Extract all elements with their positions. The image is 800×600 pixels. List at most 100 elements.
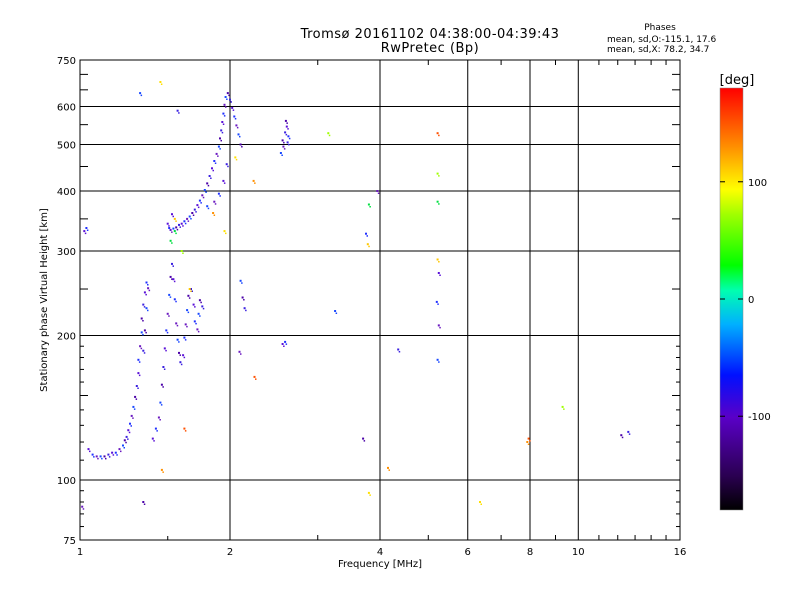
- x-mode-point: [255, 378, 257, 380]
- o-mode-point: [84, 232, 87, 235]
- o-mode-point: [194, 306, 196, 308]
- o-mode-point: [179, 226, 181, 228]
- o-mode-point: [231, 106, 234, 109]
- o-mode-point: [169, 228, 172, 231]
- o-mode-point: [197, 312, 200, 315]
- o-mode-point: [213, 160, 216, 162]
- o-mode-point: [397, 348, 400, 351]
- x-tick-label: 8: [527, 547, 533, 558]
- o-mode-point: [437, 272, 440, 274]
- o-mode-point: [217, 155, 219, 157]
- o-mode-point: [211, 167, 213, 170]
- o-mode-point: [195, 211, 197, 213]
- o-mode-point: [186, 309, 189, 312]
- o-mode-point: [82, 508, 85, 510]
- o-mode-point: [286, 141, 289, 144]
- o-mode-point: [206, 205, 209, 208]
- x-mode-point: [212, 212, 215, 214]
- colorbar-tick-label: 0: [748, 295, 754, 306]
- o-mode-point: [201, 305, 204, 308]
- o-mode-point: [226, 98, 228, 100]
- o-mode-point: [236, 126, 239, 129]
- o-mode-point: [112, 454, 115, 456]
- o-mode-point: [193, 320, 196, 323]
- o-mode-point: [101, 457, 103, 460]
- o-mode-point: [365, 232, 367, 235]
- phase-heading: Phases: [644, 23, 676, 33]
- o-mode-point: [140, 347, 143, 350]
- o-mode-point: [142, 349, 145, 352]
- o-mode-point: [168, 227, 171, 229]
- o-mode-point: [282, 145, 285, 148]
- x-mode-point: [367, 491, 370, 494]
- o-mode-point: [133, 408, 136, 410]
- o-mode-point: [118, 448, 121, 451]
- x-mode-point: [563, 408, 565, 410]
- o-mode-point: [222, 123, 225, 125]
- o-mode-point: [196, 204, 199, 207]
- x-mode-point: [223, 230, 226, 233]
- o-mode-point: [169, 275, 172, 278]
- o-mode-point: [241, 282, 243, 284]
- o-mode-point: [135, 398, 138, 400]
- o-mode-point: [147, 284, 149, 286]
- o-mode-point: [201, 194, 204, 197]
- x-mode-point: [527, 437, 530, 440]
- o-mode-point: [180, 363, 183, 366]
- o-mode-point: [176, 338, 179, 341]
- o-mode-point: [200, 202, 202, 204]
- o-mode-point: [196, 328, 199, 331]
- o-mode-point: [128, 431, 131, 434]
- o-mode-point: [107, 453, 110, 456]
- x-mode-point: [366, 243, 369, 246]
- x-mode-point: [159, 81, 162, 83]
- o-mode-point: [223, 115, 226, 117]
- o-mode-point: [176, 324, 179, 327]
- o-mode-point: [169, 296, 172, 298]
- x-mode-point: [175, 220, 177, 222]
- y-tick-label: 750: [57, 56, 76, 67]
- o-mode-point: [163, 368, 166, 370]
- o-mode-point: [168, 225, 170, 227]
- o-mode-point: [199, 315, 201, 317]
- o-mode-point: [200, 301, 202, 304]
- o-mode-point: [116, 454, 118, 456]
- o-mode-point: [192, 214, 195, 216]
- o-mode-point: [221, 131, 224, 134]
- plot-frame: [79, 59, 681, 541]
- x-mode-point: [252, 179, 255, 182]
- o-mode-point: [287, 135, 290, 138]
- o-mode-point: [206, 182, 209, 185]
- o-mode-point: [335, 312, 338, 314]
- o-mode-point: [186, 325, 188, 328]
- o-mode-point: [233, 115, 236, 118]
- o-mode-point: [234, 118, 237, 120]
- o-mode-point: [165, 329, 168, 332]
- o-mode-point: [123, 447, 125, 449]
- o-mode-point: [198, 299, 201, 302]
- o-mode-point: [130, 414, 133, 417]
- o-mode-point: [284, 340, 287, 343]
- o-mode-point: [202, 307, 205, 310]
- o-mode-point: [125, 441, 127, 444]
- o-mode-point: [235, 124, 238, 127]
- o-mode-point: [288, 137, 291, 140]
- colorbar-ticks: 100 0 -100: [720, 178, 771, 423]
- o-mode-point: [187, 220, 190, 222]
- x-mode-point: [436, 132, 439, 135]
- o-mode-point: [241, 296, 244, 299]
- x-mode-point: [169, 239, 172, 242]
- o-mode-point: [154, 427, 157, 430]
- o-mode-point: [114, 451, 117, 454]
- o-mode-point: [288, 143, 290, 146]
- o-mode-point: [85, 227, 88, 229]
- o-mode-point: [224, 96, 227, 98]
- chart-title: Tromsø 20161102 04:38:00-04:39:43: [300, 27, 560, 42]
- x-mode-point: [184, 430, 187, 432]
- o-mode-point: [159, 419, 161, 421]
- o-mode-point: [166, 331, 169, 334]
- o-mode-point: [182, 354, 185, 357]
- x-mode-point: [436, 172, 439, 175]
- o-mode-point: [245, 309, 247, 312]
- colorbar-tick-label: -100: [748, 412, 771, 423]
